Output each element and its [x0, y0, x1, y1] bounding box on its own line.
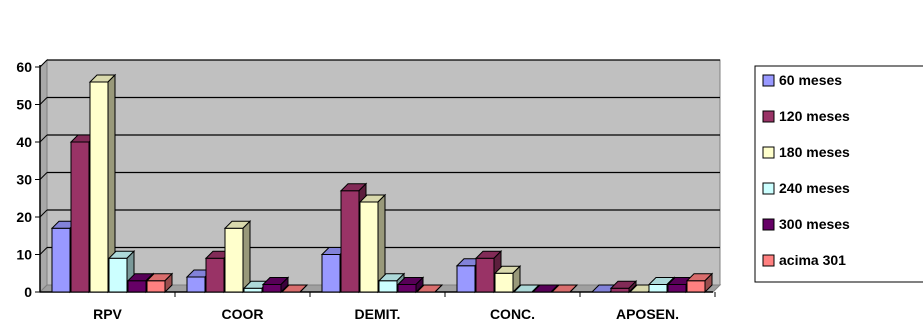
bar	[512, 284, 541, 293]
bar-front	[224, 227, 244, 293]
bar-front	[205, 257, 225, 293]
y-tick-label: 50	[16, 97, 32, 113]
x-tick-label: DEMIT.	[355, 306, 401, 322]
legend-swatch	[762, 74, 775, 87]
bar-side	[550, 284, 559, 293]
bar-front	[648, 284, 668, 293]
bar-front	[610, 287, 630, 293]
legend-label: 300 meses	[779, 216, 850, 232]
bar-side	[242, 220, 251, 294]
y-tick-label: 40	[16, 134, 32, 150]
bar-front	[51, 227, 71, 293]
bar-side	[434, 284, 443, 293]
bar-front	[146, 280, 166, 293]
bar	[358, 193, 387, 294]
bar-front	[397, 284, 417, 293]
bar-front	[186, 276, 206, 293]
bar	[145, 272, 174, 294]
legend-swatch	[762, 218, 775, 231]
legend-label: 120 meses	[779, 108, 850, 124]
bar	[493, 265, 522, 294]
gridline-side	[39, 247, 48, 255]
bar	[396, 276, 425, 294]
y-tick-label: 20	[16, 209, 32, 225]
legend-swatch	[762, 254, 775, 267]
gridline-side	[39, 134, 48, 143]
bar-front	[475, 257, 495, 293]
gridline-side	[39, 97, 48, 105]
bar	[685, 272, 714, 294]
bar-side	[299, 284, 308, 293]
legend-swatch	[762, 146, 775, 159]
legend-label: 240 meses	[779, 180, 850, 196]
gridline-side	[39, 209, 48, 218]
y-tick-label: 30	[16, 172, 32, 188]
legend-label: 180 meses	[779, 144, 850, 160]
y-tick-label: 10	[16, 247, 32, 263]
bar-front	[378, 280, 398, 293]
bar-front	[340, 190, 360, 293]
bar-front	[321, 254, 341, 293]
x-tick-label: CONC.	[490, 306, 535, 322]
bar-side	[704, 272, 713, 294]
bar	[88, 73, 117, 294]
bar	[223, 220, 252, 294]
gridline-side	[39, 59, 48, 68]
bar-side	[569, 284, 578, 293]
bar-front	[456, 265, 476, 293]
bar	[107, 250, 136, 294]
bar	[531, 284, 560, 293]
bar	[261, 276, 290, 294]
y-tick-label: 0	[24, 284, 32, 300]
x-tick-label: APOSEN.	[616, 306, 679, 322]
bar-side	[512, 265, 521, 294]
gridline-side	[39, 172, 48, 180]
bar-front	[127, 280, 147, 293]
bar-side	[628, 280, 637, 294]
legend-label: 60 meses	[779, 72, 842, 88]
bar	[280, 284, 309, 293]
bar-front	[70, 141, 90, 293]
bar-side	[164, 272, 173, 294]
bar-side	[415, 276, 424, 294]
x-tick-label: RPV	[93, 306, 122, 322]
bar-front	[359, 201, 379, 293]
x-tick-label: COOR	[222, 306, 264, 322]
bar-front	[494, 272, 514, 293]
bar	[609, 280, 638, 294]
bar-front	[108, 257, 128, 293]
legend-swatch	[762, 110, 775, 123]
legend-box	[754, 65, 923, 283]
bar-front	[89, 81, 109, 293]
bar	[415, 284, 444, 293]
bar-front	[262, 284, 282, 293]
bar-front	[686, 280, 706, 293]
bar	[550, 284, 579, 293]
bar-front	[667, 284, 687, 293]
bar-front	[243, 287, 263, 293]
bar-side	[531, 284, 540, 293]
legend-label: acima 301	[779, 252, 846, 268]
legend-swatch	[762, 182, 775, 195]
y-tick-label: 60	[16, 59, 32, 75]
bar-side	[280, 276, 289, 294]
